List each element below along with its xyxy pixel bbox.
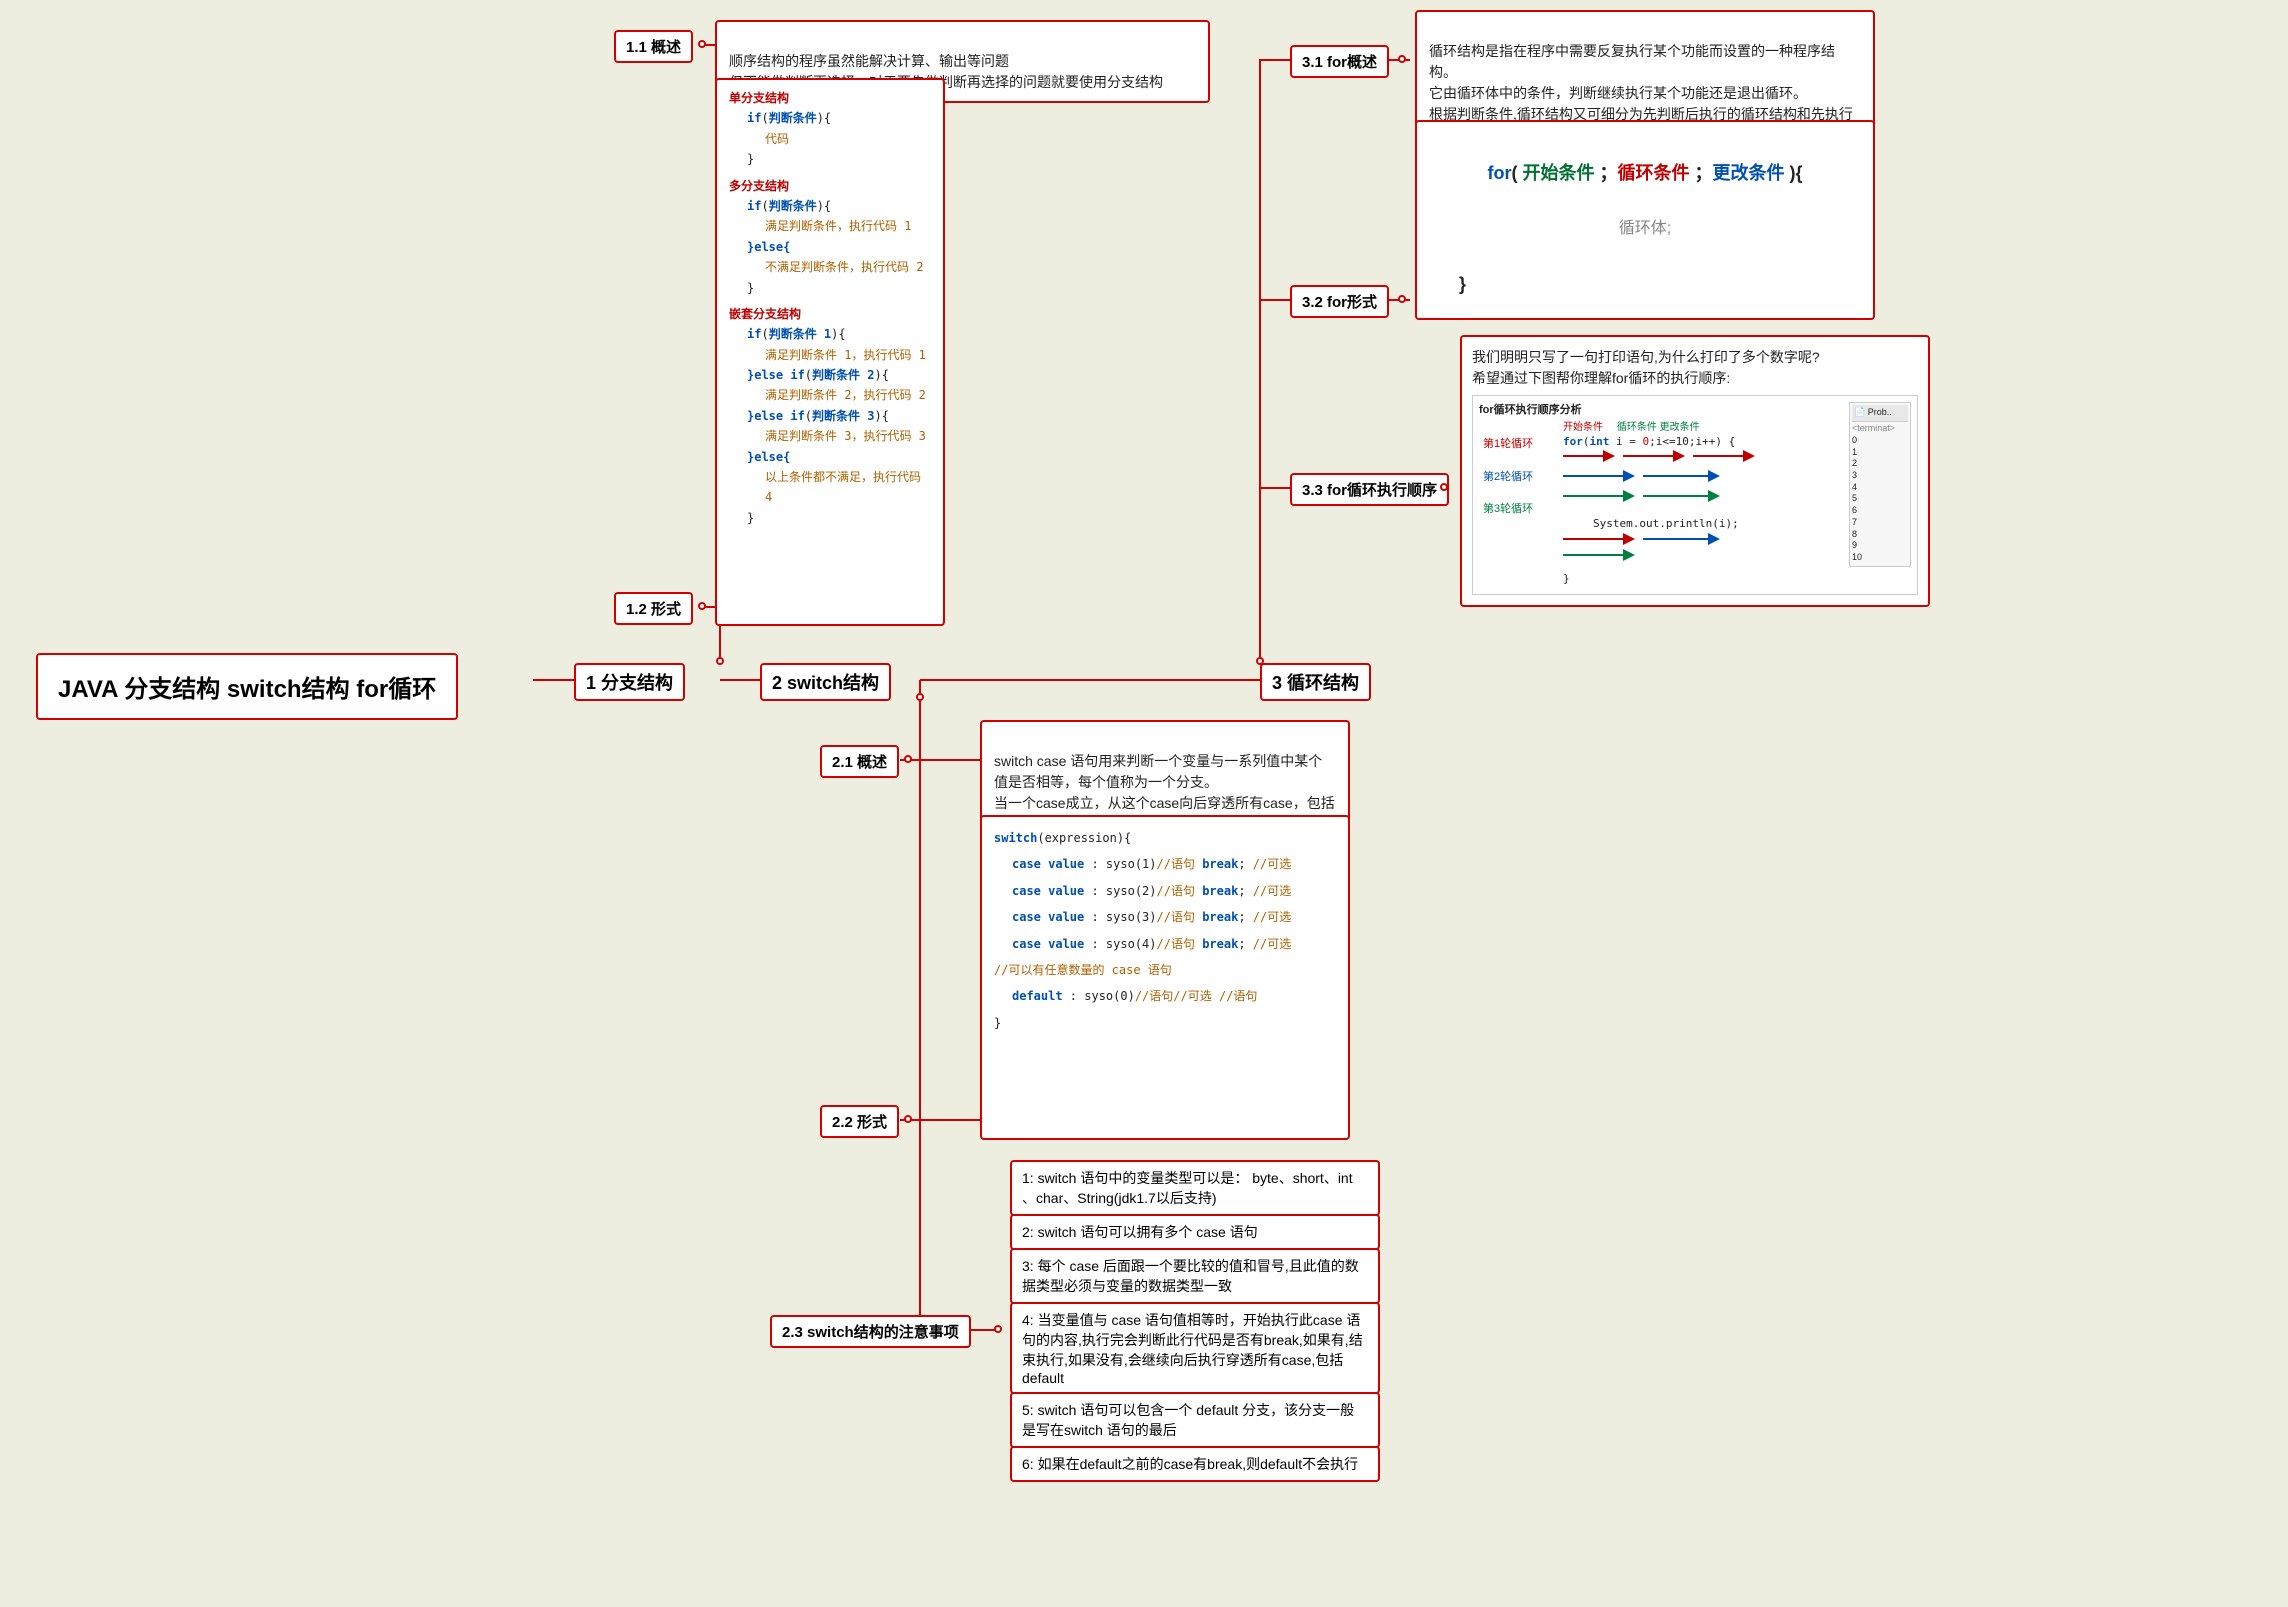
dot	[1398, 55, 1406, 63]
node-3-2: 3.2 for形式	[1290, 285, 1389, 318]
node-3-1: 3.1 for概述	[1290, 45, 1389, 78]
dot	[994, 1325, 1002, 1333]
note-6: 6: 如果在default之前的case有break,则default不会执行	[1010, 1446, 1380, 1482]
node-2-2: 2.2 形式	[820, 1105, 899, 1138]
root-label: JAVA 分支结构 switch结构 for循环	[58, 676, 436, 703]
dot	[1256, 657, 1264, 665]
branch-1: 1 分支结构	[574, 663, 685, 701]
root-node: JAVA 分支结构 switch结构 for循环	[36, 653, 458, 720]
dot	[1398, 295, 1406, 303]
node-1-2: 1.2 形式	[614, 592, 693, 625]
note-5: 5: switch 语句可以包含一个 default 分支，该分支一般是写在sw…	[1010, 1392, 1380, 1448]
note-3: 3: 每个 case 后面跟一个要比较的值和冒号,且此值的数据类型必须与变量的数…	[1010, 1248, 1380, 1304]
content-2-2: switch(expression){ case value : syso(1)…	[980, 815, 1350, 1140]
content-2-3: 1: switch 语句中的变量类型可以是： byte、short、int 、c…	[1010, 1160, 1380, 1480]
branch-2: 2 switch结构	[760, 663, 891, 701]
output-panel: 📄 Prob.. <terminat> 012345678910	[1849, 402, 1911, 567]
exec-arrows-2	[1558, 531, 1768, 571]
note-1: 1: switch 语句中的变量类型可以是： byte、short、int 、c…	[1010, 1160, 1380, 1216]
node-3-3: 3.3 for循环执行顺序	[1290, 473, 1449, 506]
content-3-3: 我们明明只写了一句打印语句,为什么打印了多个数字呢? 希望通过下图帮你理解for…	[1460, 335, 1930, 607]
dot	[698, 40, 706, 48]
dot	[904, 755, 912, 763]
dot	[916, 693, 924, 701]
branch-3: 3 循环结构	[1260, 663, 1371, 701]
note-2: 2: switch 语句可以拥有多个 case 语句	[1010, 1214, 1380, 1250]
dot	[1440, 483, 1448, 491]
note-4: 4: 当变量值与 case 语句值相等时，开始执行此case 语句的内容,执行完…	[1010, 1302, 1380, 1394]
dot	[698, 602, 706, 610]
content-3-2: for( 开始条件 ；循环条件 ；更改条件 ){ 循环体; }	[1415, 120, 1875, 320]
dot	[904, 1115, 912, 1123]
content-1-2: 单分支结构 if(判断条件){ 代码 } 多分支结构 if(判断条件){ 满足判…	[715, 78, 945, 626]
node-2-3: 2.3 switch结构的注意事项	[770, 1315, 971, 1348]
dot	[716, 657, 724, 665]
node-2-1: 2.1 概述	[820, 745, 899, 778]
node-1-1: 1.1 概述	[614, 30, 693, 63]
